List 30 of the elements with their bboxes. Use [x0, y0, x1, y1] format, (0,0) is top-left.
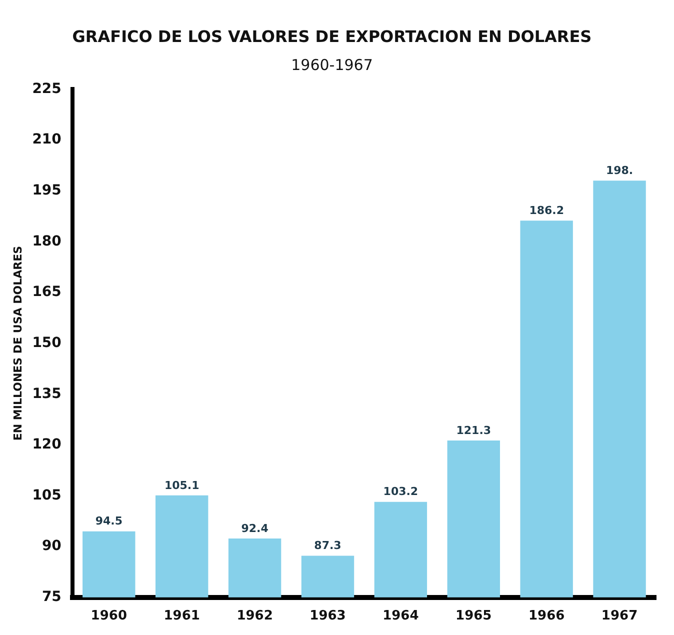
x-tick-label: 1965 — [456, 608, 492, 624]
x-tick-label: 1964 — [382, 608, 419, 624]
y-axis-title: EN MILLONES DE USA DOLARES — [11, 246, 24, 441]
x-tick-label: 1963 — [310, 608, 346, 624]
y-tick-label: 195 — [32, 182, 62, 198]
chart-subtitle: 1960-1967 — [291, 56, 373, 74]
y-tick-label: 120 — [32, 436, 62, 453]
data-label: 94.5 — [95, 514, 122, 528]
x-tick-label: 1967 — [601, 608, 638, 624]
y-tick-label: 150 — [32, 334, 62, 351]
x-tick-label: 1962 — [236, 608, 273, 624]
y-tick-label: 180 — [32, 233, 62, 250]
data-label: 103.2 — [383, 485, 418, 498]
y-tick-label: 165 — [32, 284, 62, 300]
data-label: 121.3 — [456, 424, 492, 437]
y-tick-label: 210 — [32, 132, 62, 148]
x-tick-label: 1966 — [528, 608, 565, 624]
y-tick-label: 135 — [32, 386, 62, 402]
chart-title: GRAFICO DE LOS VALORES DE EXPORTACION EN DOLARES — [72, 26, 592, 46]
x-tick-label: 1960 — [90, 608, 127, 624]
data-label: 105.1 — [164, 478, 200, 492]
data-label: 198. — [606, 164, 634, 178]
data-label: 186.2 — [529, 204, 564, 218]
y-tick-label: 75 — [42, 589, 62, 606]
x-tick-label: 1961 — [164, 608, 200, 624]
y-tick-label: 90 — [42, 538, 62, 554]
data-label: 92.4 — [241, 522, 269, 535]
y-tick-label: 105 — [32, 487, 62, 504]
y-tick-label: 225 — [32, 80, 62, 97]
data-label: 87.3 — [314, 539, 342, 552]
